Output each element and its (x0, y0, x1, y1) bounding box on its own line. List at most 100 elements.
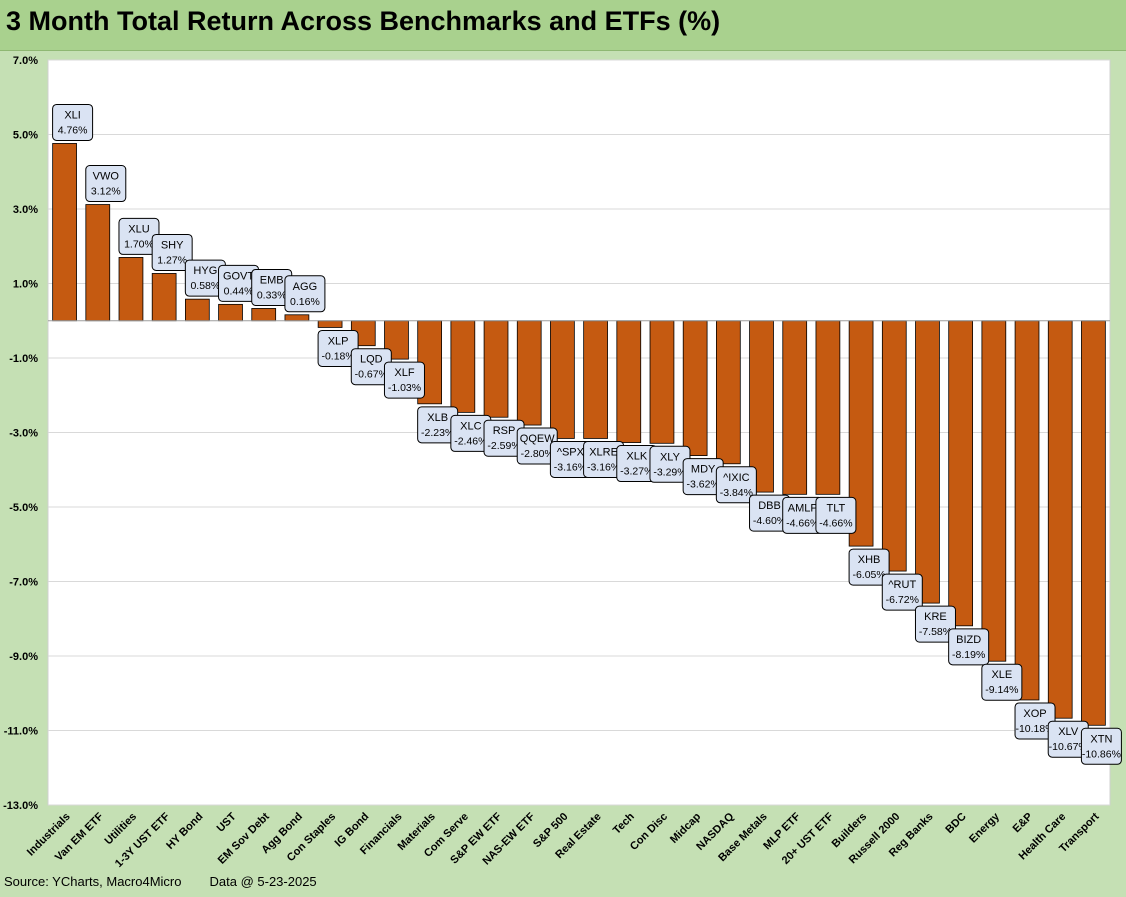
ticker-label: MDY (691, 464, 716, 476)
ticker-label: EMB (260, 274, 284, 286)
ticker-label: XLV (1058, 726, 1079, 738)
data-label: XLE -9.14% (981, 663, 1023, 701)
data-label: KRE -7.58% (914, 605, 956, 643)
data-label: AMLP -4.66% (782, 496, 824, 534)
data-label-box (914, 605, 956, 643)
ticker-label: GOVT (223, 270, 254, 282)
x-category-label: Tech (611, 810, 637, 836)
data-label: BIZD -8.19% (948, 628, 990, 666)
data-label: XLI 4.76% (52, 103, 94, 141)
data-label: ^IXIC -3.84% (715, 466, 757, 504)
data-label: ^SPX -3.16% (549, 440, 591, 478)
value-label: -2.80% (521, 448, 554, 460)
ticker-label: SHY (161, 239, 184, 251)
x-category-label: BDC (943, 811, 968, 836)
value-label: -10.18% (1015, 723, 1054, 735)
value-label: -9.14% (985, 684, 1018, 696)
value-label: 0.33% (257, 289, 287, 301)
data-label: XLC -2.46% (450, 414, 492, 452)
y-tick-label: 1.0% (13, 279, 38, 291)
y-tick-label: 5.0% (13, 130, 38, 142)
data-label: XOP -10.18% (1014, 702, 1056, 740)
bar-vwo (85, 204, 111, 322)
ticker-label: XLE (991, 669, 1012, 681)
data-label-box (284, 275, 326, 313)
value-label: -3.84% (720, 487, 753, 499)
value-label: 0.58% (190, 280, 220, 292)
bar-hyg (184, 298, 210, 322)
y-tick-label: -7.0% (9, 577, 38, 589)
bar-xle (981, 320, 1007, 662)
bar-shy (151, 273, 177, 322)
data-label: DBB -4.60% (749, 494, 791, 532)
value-label: -3.29% (653, 466, 686, 478)
value-label: 1.27% (157, 254, 187, 266)
data-label: XLU 1.70% (118, 217, 160, 255)
data-label: LQD -0.67% (350, 348, 392, 386)
ticker-label: XLK (626, 451, 647, 463)
ticker-label: BIZD (956, 634, 981, 646)
value-label: -8.19% (952, 649, 985, 661)
value-label: -2.23% (421, 427, 454, 439)
x-category-label: E&P (1011, 811, 1035, 835)
value-label: 0.16% (290, 296, 320, 308)
data-label-box (52, 103, 94, 141)
bar-bizd (948, 320, 974, 627)
data-label-box (1080, 727, 1122, 765)
data-label: EMB 0.33% (251, 268, 293, 306)
ticker-label: XLP (328, 335, 349, 347)
ticker-label: LQD (360, 354, 383, 366)
ticker-label: XLB (427, 412, 448, 424)
value-label: -3.16% (587, 461, 620, 473)
value-label: -2.59% (487, 440, 520, 452)
value-label: -0.67% (355, 369, 388, 381)
x-category-label: Energy (967, 810, 1002, 845)
y-tick-label: -5.0% (9, 502, 38, 514)
bar-xly (649, 320, 675, 444)
ticker-label: XLRE (589, 446, 618, 458)
bar-spx (550, 320, 575, 439)
data-label-box (151, 233, 193, 271)
ticker-label: KRE (924, 611, 947, 623)
data-label-box (85, 165, 127, 203)
source-note: Source: YCharts, Macro4Micro (4, 874, 182, 889)
data-label-box (815, 496, 857, 534)
ticker-label: RSP (493, 425, 516, 437)
value-label: -10.67% (1049, 741, 1088, 753)
bar-rsp (483, 320, 509, 418)
ticker-label: AGG (293, 281, 317, 293)
bar-emb (251, 308, 277, 322)
data-label-box (948, 628, 990, 666)
value-label: -1.03% (388, 382, 421, 394)
data-label: TLT -4.66% (815, 496, 857, 534)
data-date: Data @ 5-23-2025 (209, 874, 317, 889)
ticker-label: XLY (660, 451, 681, 463)
bar-amlp (782, 320, 808, 495)
ticker-label: HYG (193, 265, 217, 277)
bar-govt (218, 303, 243, 322)
value-label: -0.18% (321, 350, 354, 362)
value-label: 1.70% (124, 238, 154, 250)
data-label: XLB -2.23% (417, 406, 459, 444)
data-label: XHB -6.05% (848, 548, 890, 586)
data-label: SHY 1.27% (151, 233, 193, 271)
y-tick-label: 3.0% (13, 204, 38, 216)
bar-xli (52, 143, 77, 322)
bar-ixic (715, 320, 741, 465)
bar-xlc (450, 320, 476, 413)
data-label: XLV -10.67% (1047, 720, 1089, 758)
bar-agg (284, 314, 310, 322)
y-tick-label: -1.0% (9, 353, 38, 365)
value-label: -4.66% (786, 517, 819, 529)
bar-xop (1014, 320, 1040, 701)
value-label: -4.60% (753, 515, 786, 527)
value-label: -4.66% (819, 517, 852, 529)
data-label-box (981, 663, 1023, 701)
bar-xlv (1047, 320, 1073, 719)
data-label: VWO 3.12% (85, 165, 127, 203)
value-label: -3.62% (687, 479, 720, 491)
value-label: -6.72% (886, 594, 919, 606)
y-tick-label: -3.0% (9, 428, 38, 440)
ticker-label: XLC (460, 420, 481, 432)
